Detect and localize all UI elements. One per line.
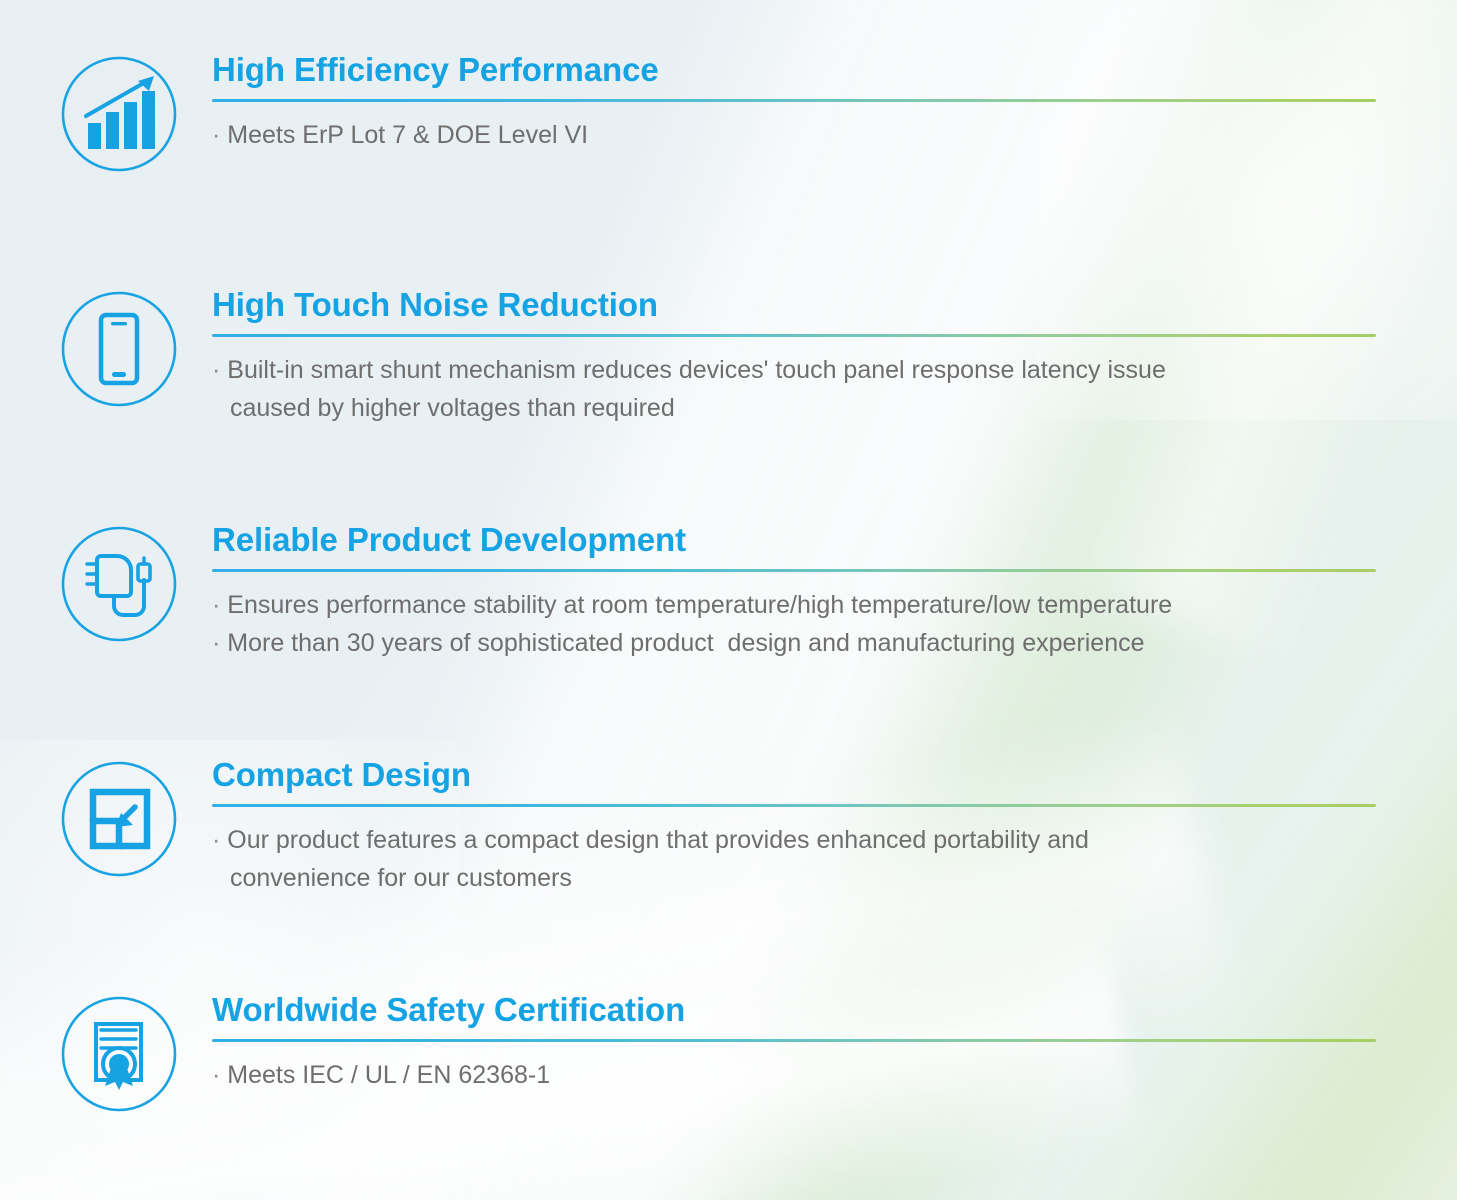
- certificate-award-icon: [59, 994, 179, 1114]
- feature-bullet-text: Meets ErP Lot 7 & DOE Level VI: [227, 121, 589, 149]
- feature-bullet-continuation: convenience for our customers: [230, 864, 572, 892]
- feature-divider: [212, 99, 1376, 102]
- bullet-marker: ·: [212, 1061, 221, 1089]
- bullet-marker: ·: [212, 356, 221, 384]
- feature-divider: [212, 334, 1376, 337]
- feature-bullet-text: More than 30 years of sophisticated prod…: [227, 629, 1145, 657]
- feature-title: Compact Design: [212, 756, 471, 793]
- feature-item: Worldwide Safety Certification · Meets I…: [0, 976, 1457, 1200]
- feature-bullet: · Meets ErP Lot 7 & DOE Level VI: [212, 116, 1376, 154]
- feature-bullet: · More than 30 years of sophisticated pr…: [212, 624, 1376, 662]
- feature-item: Reliable Product Development · Ensures p…: [0, 506, 1457, 741]
- feature-title: Worldwide Safety Certification: [212, 991, 686, 1028]
- feature-item: High Touch Noise Reduction · Built-in sm…: [0, 271, 1457, 506]
- feature-item: Compact Design · Our product features a …: [0, 741, 1457, 976]
- feature-divider: [212, 1039, 1376, 1042]
- feature-title: High Touch Noise Reduction: [212, 286, 658, 323]
- bullet-marker: ·: [212, 629, 221, 657]
- feature-divider: [212, 804, 1376, 807]
- smartphone-icon: [59, 289, 179, 409]
- bullet-marker: ·: [212, 121, 221, 149]
- feature-bullet: · Our product features a compact design …: [212, 821, 1376, 859]
- feature-body: Worldwide Safety Certification · Meets I…: [212, 990, 1376, 1094]
- feature-bullet: · Built-in smart shunt mechanism reduces…: [212, 351, 1376, 389]
- bar-chart-growth-icon: [59, 54, 179, 174]
- feature-bullet-text: Our product features a compact design th…: [227, 826, 1089, 854]
- feature-bullet: · Ensures performance stability at room …: [212, 586, 1376, 624]
- bullet-marker: ·: [212, 826, 221, 854]
- power-adapter-icon: [59, 524, 179, 644]
- feature-title: High Efficiency Performance: [212, 51, 659, 88]
- bullet-marker: ·: [212, 591, 221, 619]
- feature-body: High Efficiency Performance · Meets ErP …: [212, 50, 1376, 154]
- feature-bullet-continuation: caused by higher voltages than required: [230, 394, 675, 422]
- feature-bullet: · Meets IEC / UL / EN 62368-1: [212, 1056, 1376, 1094]
- feature-bullet-text: Built-in smart shunt mechanism reduces d…: [227, 356, 1166, 384]
- feature-item: High Efficiency Performance · Meets ErP …: [0, 36, 1457, 271]
- feature-body: Compact Design · Our product features a …: [212, 755, 1376, 897]
- feature-body: High Touch Noise Reduction · Built-in sm…: [212, 285, 1376, 427]
- compact-resize-icon: [59, 759, 179, 879]
- feature-bullet-text: Ensures performance stability at room te…: [227, 591, 1173, 619]
- feature-title: Reliable Product Development: [212, 521, 686, 558]
- feature-body: Reliable Product Development · Ensures p…: [212, 520, 1376, 662]
- feature-bullet-text: Meets IEC / UL / EN 62368-1: [227, 1061, 551, 1089]
- feature-divider: [212, 569, 1376, 572]
